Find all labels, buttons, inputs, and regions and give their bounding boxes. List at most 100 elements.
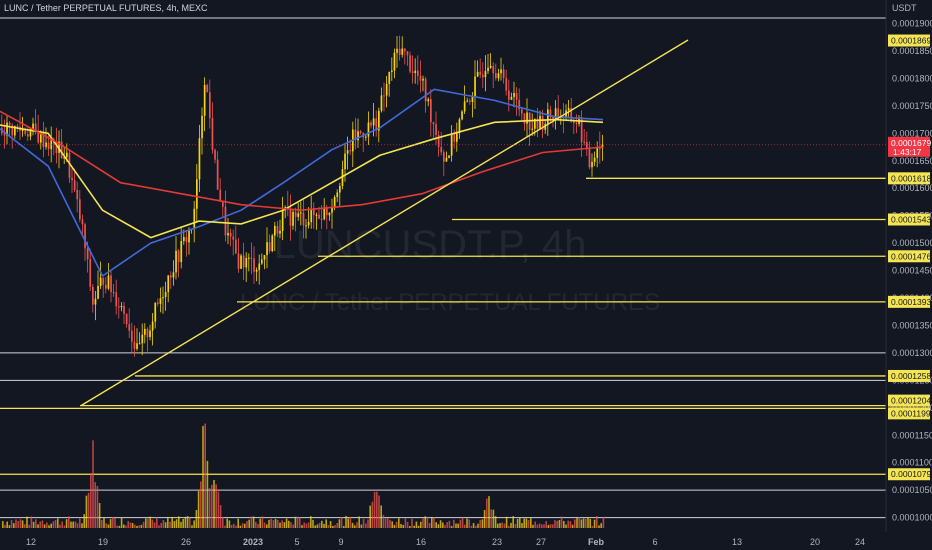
candle-body bbox=[318, 214, 320, 219]
volume-bar bbox=[345, 516, 347, 528]
level-label-box bbox=[888, 250, 930, 263]
candle-body bbox=[573, 121, 575, 123]
volume-bar bbox=[574, 519, 576, 528]
time-tick-label: 13 bbox=[732, 537, 742, 547]
volume-bar bbox=[19, 519, 22, 528]
volume-bar bbox=[222, 516, 224, 528]
volume-bar bbox=[373, 491, 376, 528]
candle-body bbox=[94, 298, 97, 305]
volume-bar bbox=[96, 486, 99, 528]
moving-average-line-1[interactable] bbox=[0, 88, 604, 278]
volume-bar bbox=[213, 480, 215, 528]
volume-bar bbox=[184, 516, 187, 528]
rising-trendline[interactable] bbox=[80, 39, 689, 407]
volume-bar bbox=[79, 518, 81, 528]
candle-body bbox=[404, 48, 406, 52]
candle-body bbox=[34, 123, 37, 131]
candle-body bbox=[417, 70, 419, 76]
volume-bar bbox=[211, 484, 213, 528]
candle-body bbox=[27, 134, 29, 137]
candle-body bbox=[547, 109, 549, 124]
volume-bar bbox=[468, 519, 470, 528]
candle-body bbox=[222, 201, 224, 207]
candle-body bbox=[71, 177, 73, 181]
candle-body bbox=[489, 65, 492, 68]
candle-body bbox=[508, 90, 510, 100]
candle-body bbox=[586, 142, 588, 149]
candle-body bbox=[479, 71, 482, 75]
time-axis[interactable]: 12 19 26 2023 5 9 16 23 27 Feb 6 13 20 24 bbox=[26, 537, 865, 547]
candle-body bbox=[227, 232, 229, 236]
volume-bar bbox=[94, 482, 96, 528]
candle-body bbox=[253, 258, 255, 272]
price-tick-label: 0.0001450 bbox=[892, 266, 932, 276]
volume-bar bbox=[499, 523, 501, 528]
volume-bar bbox=[24, 524, 26, 528]
volume-bar bbox=[116, 525, 118, 528]
candle-body bbox=[81, 219, 84, 225]
volume-bar bbox=[437, 524, 440, 528]
candle-body bbox=[393, 52, 396, 71]
volume-bar bbox=[516, 518, 519, 528]
candle-body bbox=[255, 269, 258, 272]
volume-bar bbox=[241, 523, 244, 528]
volume-bar bbox=[109, 519, 112, 528]
candlesticks[interactable] bbox=[1, 35, 604, 357]
moving-average-line-3[interactable] bbox=[0, 110, 604, 212]
candle-body bbox=[89, 258, 92, 287]
candle-body bbox=[492, 65, 495, 74]
price-axis[interactable]: 0.0001900 0.0001850 0.0001800 0.0001750 0.00… bbox=[0, 19, 932, 523]
moving-averages[interactable] bbox=[0, 88, 604, 278]
volume-bar bbox=[112, 517, 114, 528]
volume-bar bbox=[43, 524, 46, 528]
volume-bar bbox=[72, 521, 74, 528]
volume-bar bbox=[301, 525, 303, 528]
volume-bar bbox=[426, 516, 429, 528]
horizontal-levels[interactable] bbox=[0, 17, 886, 519]
volume-bar bbox=[299, 517, 301, 528]
volume-bar bbox=[6, 521, 8, 528]
candle-body bbox=[461, 111, 463, 120]
candle-body bbox=[450, 133, 453, 156]
candle-body bbox=[214, 149, 216, 160]
candle-body bbox=[84, 224, 86, 249]
volume-bar bbox=[593, 519, 596, 528]
candle-body bbox=[6, 122, 8, 136]
level-label-box bbox=[888, 34, 930, 47]
candle-body bbox=[302, 212, 305, 226]
volume-bar bbox=[235, 525, 237, 528]
price-tick-label: 0.0001650 bbox=[892, 156, 932, 166]
candle-body bbox=[411, 71, 414, 73]
volume-bar bbox=[389, 519, 391, 528]
candle-body bbox=[591, 161, 593, 168]
candle-body bbox=[466, 100, 469, 102]
volume-bar bbox=[90, 473, 92, 528]
volume-bar bbox=[455, 523, 457, 528]
volume-bar bbox=[138, 525, 140, 528]
moving-average-line-2[interactable] bbox=[0, 118, 604, 239]
volume-bar bbox=[32, 521, 35, 528]
volume-bar bbox=[541, 524, 543, 528]
volume-bar bbox=[259, 518, 261, 528]
volume-bar bbox=[472, 523, 475, 528]
level-label-box bbox=[888, 213, 930, 226]
candle-body bbox=[110, 275, 112, 293]
trendline[interactable] bbox=[80, 39, 689, 407]
volume-bar bbox=[501, 522, 503, 528]
volume-bar bbox=[17, 521, 19, 528]
volume-bar bbox=[208, 488, 211, 528]
volume-bar bbox=[244, 523, 246, 528]
candle-body bbox=[21, 129, 24, 131]
volume-bar bbox=[160, 522, 162, 528]
volume-bar bbox=[354, 525, 356, 528]
level-label-box bbox=[888, 407, 930, 420]
time-tick-label: 16 bbox=[416, 537, 426, 547]
level-label-box bbox=[888, 468, 930, 481]
volume-bar bbox=[323, 523, 325, 528]
candle-body bbox=[440, 147, 443, 153]
volume-bar bbox=[153, 522, 156, 528]
volume-bar bbox=[360, 524, 363, 528]
volume-bar bbox=[4, 524, 6, 528]
volume-bar bbox=[263, 522, 266, 528]
